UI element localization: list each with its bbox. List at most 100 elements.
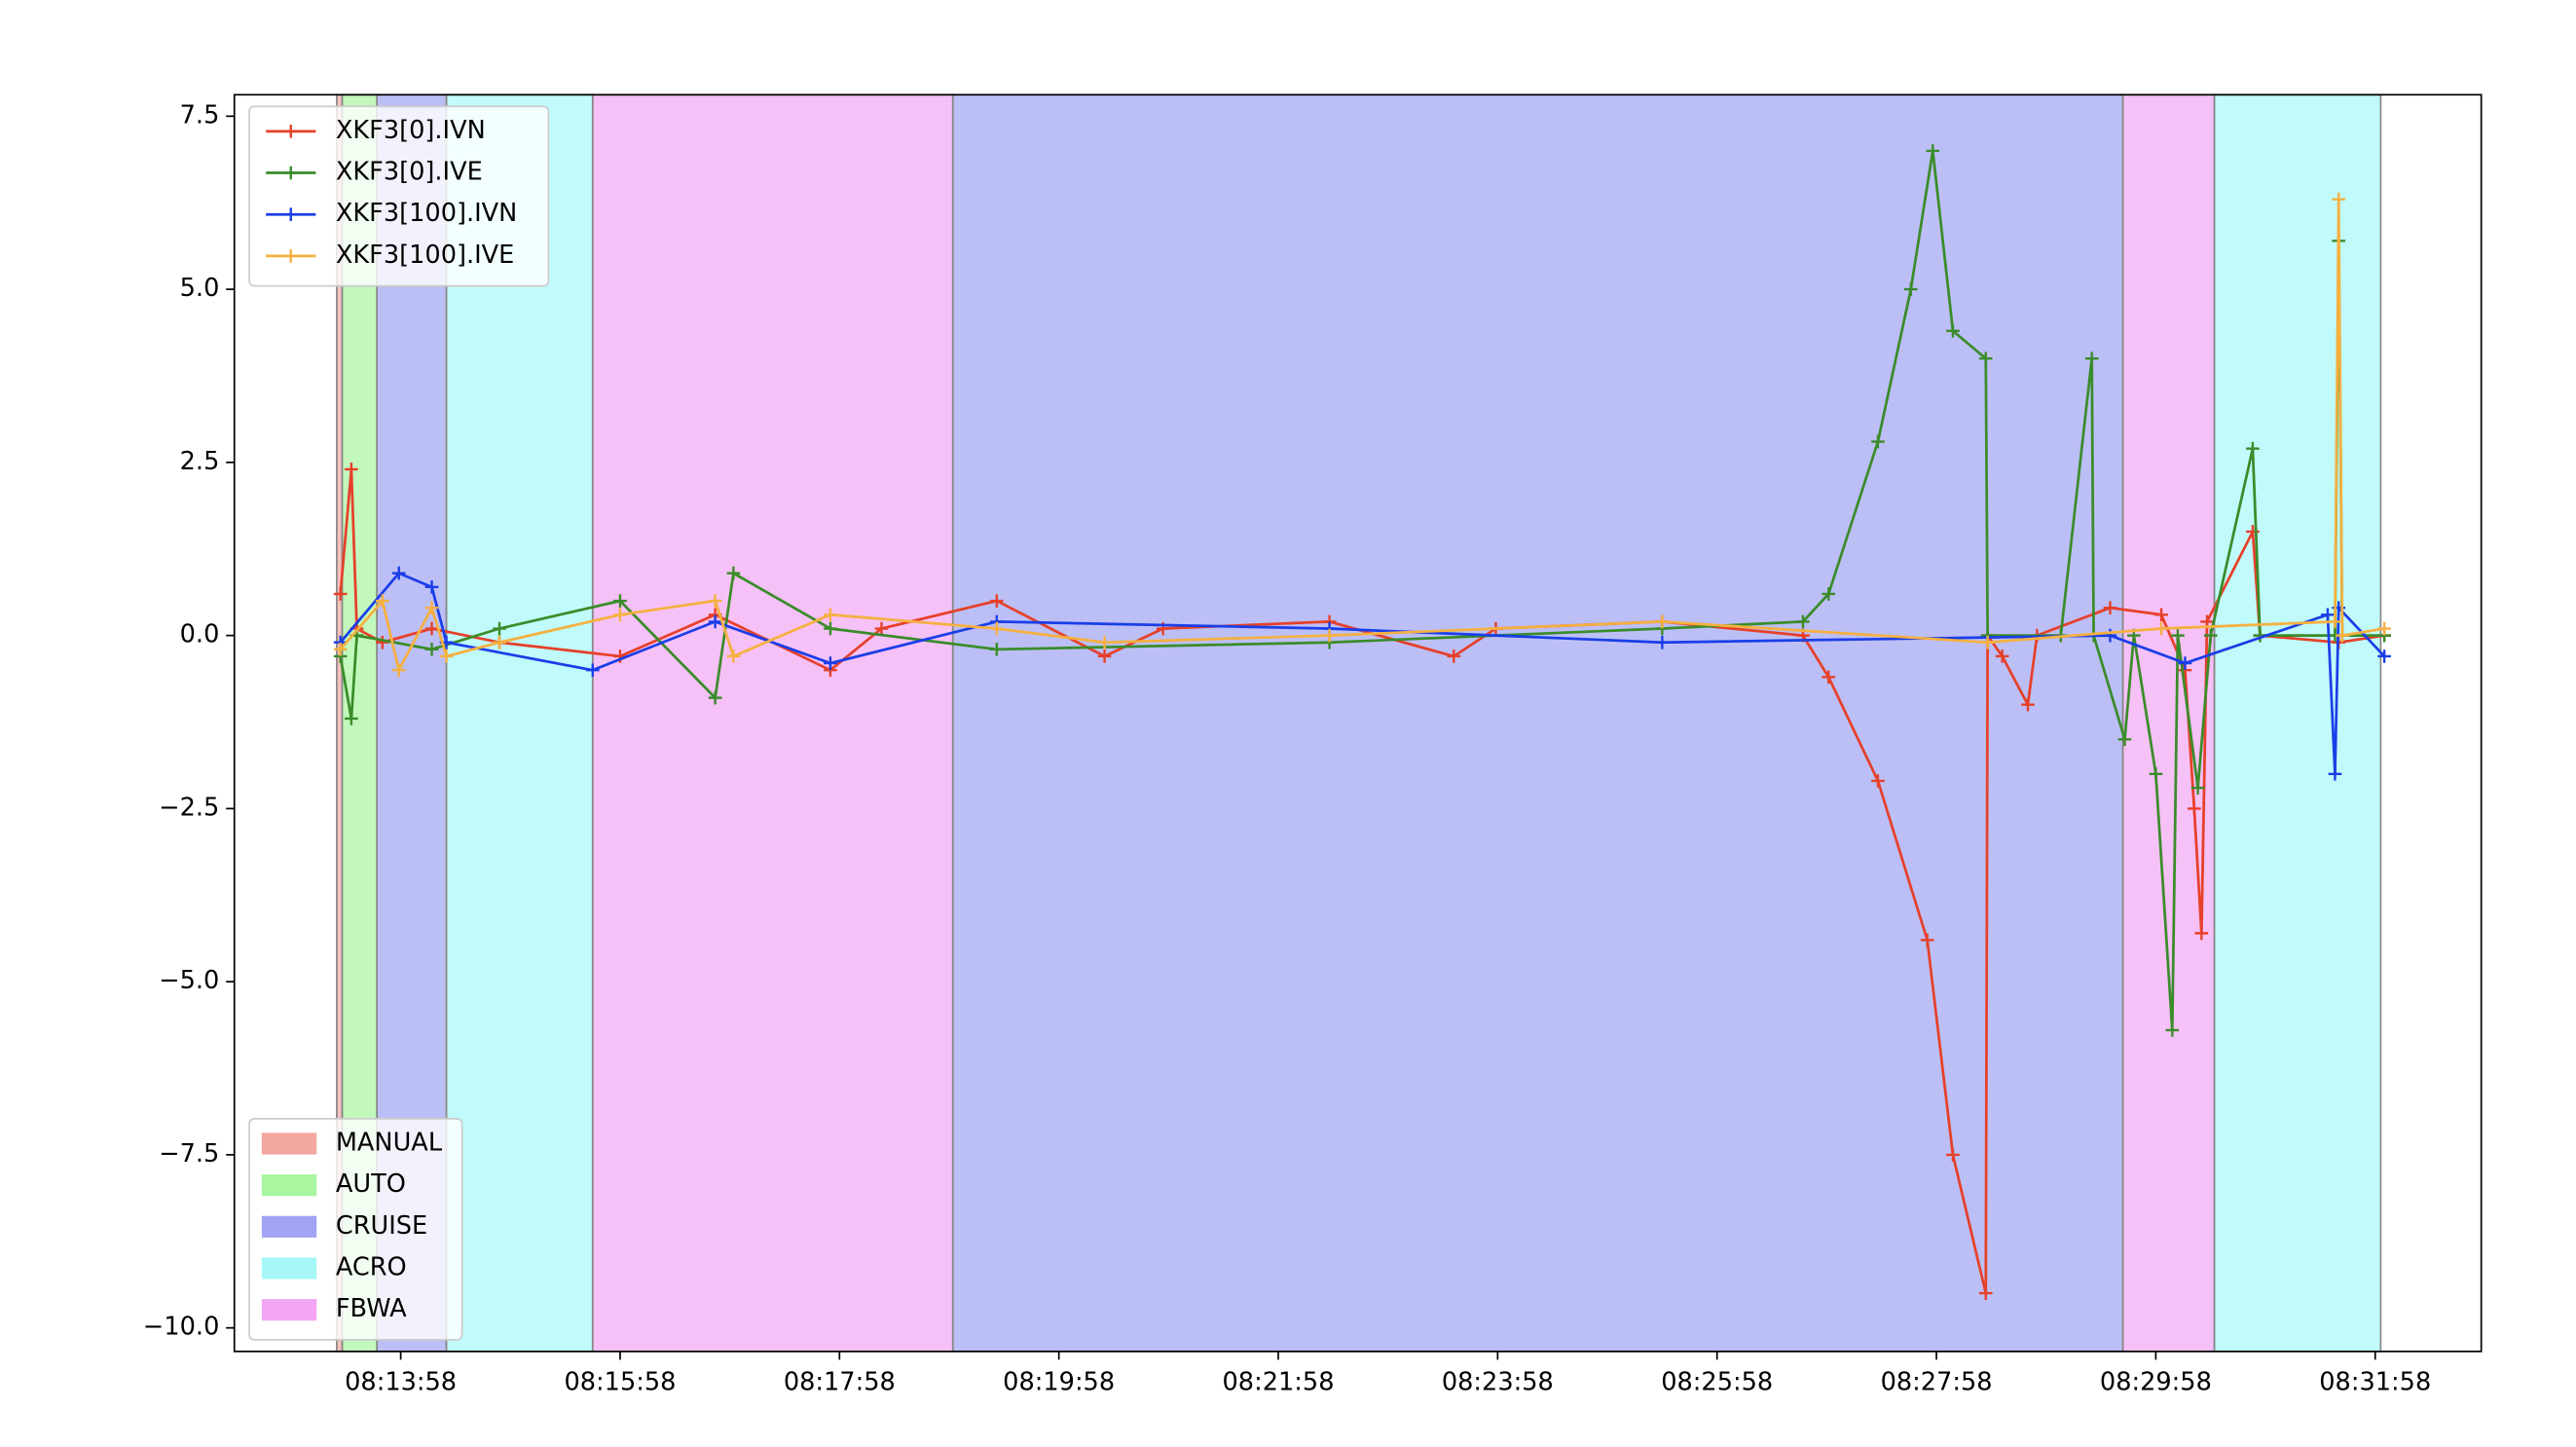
point-marker <box>333 587 348 601</box>
point-marker <box>1995 649 2009 663</box>
plot-lines <box>333 144 2391 1300</box>
point-marker <box>2117 732 2132 747</box>
point-marker <box>2165 1023 2180 1037</box>
legend-marker <box>283 207 298 222</box>
axes: 7.5 5.0 2.5 0.0 −2.5 −5.0 −7.5 −10.0 08:13:58 08:… <box>143 93 2483 1396</box>
point-marker <box>1447 649 1461 663</box>
legend-label: XKF3[100].IVE <box>336 241 515 270</box>
legend-label: AUTO <box>336 1169 406 1199</box>
point-marker <box>708 594 722 608</box>
y-tick-label: −10.0 <box>143 1313 219 1342</box>
point-marker <box>2149 767 2163 781</box>
point-marker <box>391 566 406 580</box>
point-marker <box>2154 608 2168 622</box>
series-legend-box <box>248 105 550 287</box>
mode-bands <box>336 93 2382 1353</box>
point-marker <box>1980 635 1995 649</box>
point-marker <box>1903 282 1918 296</box>
x-tick-label: 08:29:58 <box>2100 1367 2212 1396</box>
x-tick-label: 08:25:58 <box>1661 1367 1773 1396</box>
point-marker <box>1978 352 1993 366</box>
point-marker <box>2021 697 2035 712</box>
point-marker <box>2103 628 2117 643</box>
plot-frame <box>233 93 2483 1353</box>
legend-marker <box>283 166 298 180</box>
point-marker <box>1655 614 1670 629</box>
point-marker <box>424 621 439 636</box>
point-marker <box>493 621 506 636</box>
x-tick-label: 08:13:58 <box>345 1367 457 1396</box>
legend-patch <box>261 1299 317 1321</box>
point-marker <box>2377 621 2391 636</box>
point-marker <box>874 621 889 636</box>
x-tick-label: 08:31:58 <box>2319 1367 2431 1396</box>
point-marker <box>2084 352 2099 366</box>
y-tick-label: −2.5 <box>159 793 219 822</box>
legend-label: CRUISE <box>336 1211 427 1241</box>
y-tick-label: 0.0 <box>180 620 220 649</box>
series-line <box>339 199 2385 675</box>
point-marker <box>345 463 358 476</box>
legend-label: XKF3[0].IVN <box>336 116 486 145</box>
point-marker <box>2154 621 2168 636</box>
point-marker <box>585 663 600 678</box>
point-marker <box>1655 635 1670 649</box>
x-tick-label: 08:15:58 <box>564 1367 676 1396</box>
legend-label: XKF3[0].IVE <box>336 158 483 187</box>
point-marker <box>424 580 439 594</box>
point-marker <box>1822 587 1836 601</box>
point-marker <box>1946 1148 1960 1162</box>
point-marker <box>333 643 348 656</box>
mode-band <box>2213 93 2382 1353</box>
point-marker <box>726 566 741 580</box>
point-marker <box>989 643 1004 656</box>
point-marker <box>439 649 454 663</box>
legends: XKF3[0].IVN XKF3[0].IVE XKF3[100].IVN XKF3[… <box>248 105 550 1341</box>
point-marker <box>1871 774 1885 788</box>
point-marker <box>2377 649 2391 663</box>
point-marker <box>708 690 722 705</box>
point-marker <box>1097 649 1112 663</box>
point-marker <box>989 594 1004 608</box>
legend-patch <box>261 1215 317 1238</box>
x-tick-label: 08:19:58 <box>1003 1367 1115 1396</box>
point-marker <box>1871 434 1885 449</box>
y-tick-label: 7.5 <box>180 100 220 130</box>
legend-label: FBWA <box>336 1294 407 1323</box>
point-marker <box>2246 441 2260 456</box>
point-marker <box>1920 933 1934 947</box>
point-marker <box>2328 767 2342 781</box>
point-marker <box>493 635 506 649</box>
point-marker <box>708 614 722 629</box>
series-line <box>339 150 2385 1031</box>
point-marker <box>2178 656 2192 670</box>
y-tick-label: −7.5 <box>159 1139 219 1169</box>
x-tick-label: 08:17:58 <box>784 1367 896 1396</box>
point-marker <box>2336 628 2349 643</box>
point-marker <box>1322 628 1337 643</box>
y-tick-label: 5.0 <box>180 274 220 303</box>
point-marker <box>1796 614 1810 629</box>
point-marker <box>1097 635 1112 649</box>
point-marker <box>391 663 406 678</box>
legend-patch <box>261 1257 317 1280</box>
legend-label: MANUAL <box>336 1128 443 1157</box>
point-marker <box>2190 781 2205 795</box>
legend-patch <box>261 1132 317 1155</box>
point-marker <box>613 608 627 622</box>
x-tick-label: 08:27:58 <box>1881 1367 1993 1396</box>
point-marker <box>2103 601 2117 615</box>
mode-legend-box <box>248 1118 463 1341</box>
point-marker <box>2171 628 2185 643</box>
point-marker <box>1946 323 1960 338</box>
point-marker <box>2332 192 2346 206</box>
point-marker <box>1978 1286 1993 1300</box>
mode-band <box>951 93 2124 1353</box>
legend-patch <box>261 1174 317 1197</box>
point-marker <box>424 643 439 656</box>
point-marker <box>345 712 358 725</box>
point-marker <box>1822 670 1836 685</box>
point-marker <box>824 608 837 622</box>
point-marker <box>1926 144 1940 158</box>
